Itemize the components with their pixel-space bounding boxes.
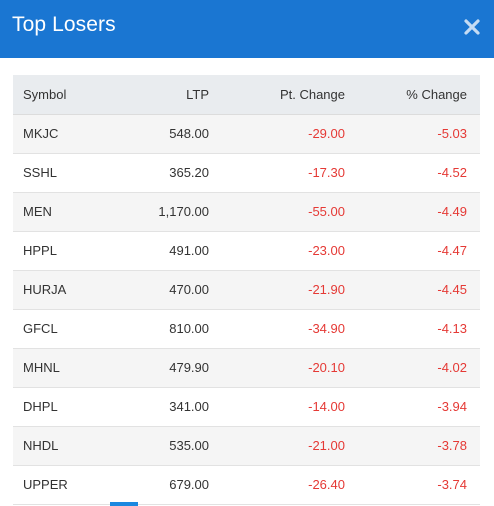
symbol-cell[interactable]: MHNL <box>13 348 116 388</box>
ltp-cell: 365.20 <box>116 153 220 193</box>
pct-change-cell: -5.03 <box>352 114 480 154</box>
table-row[interactable]: HURJA 470.00 -21.90 -4.45 <box>13 270 480 310</box>
pct-change-cell: -4.52 <box>352 153 480 193</box>
symbol-cell[interactable]: UPPER <box>13 465 116 505</box>
table-row[interactable]: GFCL 810.00 -34.90 -4.13 <box>13 309 480 349</box>
table-row[interactable]: NHDL 535.00 -21.00 -3.78 <box>13 426 480 466</box>
pt-change-cell: -14.00 <box>220 387 352 427</box>
modal-title: Top Losers <box>12 13 116 36</box>
symbol-cell[interactable]: HPPL <box>13 231 116 271</box>
pct-change-cell: -4.13 <box>352 309 480 349</box>
ltp-cell: 491.00 <box>116 231 220 271</box>
pt-change-cell: -23.00 <box>220 231 352 271</box>
pt-change-cell: -29.00 <box>220 114 352 154</box>
ltp-cell: 479.90 <box>116 348 220 388</box>
table-row[interactable]: SSHL 365.20 -17.30 -4.52 <box>13 153 480 193</box>
ltp-cell: 470.00 <box>116 270 220 310</box>
ltp-cell: 535.00 <box>116 426 220 466</box>
ltp-cell: 810.00 <box>116 309 220 349</box>
pt-change-cell: -21.90 <box>220 270 352 310</box>
symbol-cell[interactable]: MEN <box>13 192 116 232</box>
symbol-cell[interactable]: DHPL <box>13 387 116 427</box>
ltp-cell: 679.00 <box>116 465 220 505</box>
symbol-cell[interactable]: SSHL <box>13 153 116 193</box>
pct-change-cell: -4.47 <box>352 231 480 271</box>
ltp-cell: 341.00 <box>116 387 220 427</box>
table-header-row: Symbol LTP Pt. Change % Change <box>13 75 480 115</box>
close-icon[interactable] <box>462 17 482 37</box>
column-header-pct-change[interactable]: % Change <box>352 75 480 115</box>
pt-change-cell: -34.90 <box>220 309 352 349</box>
pct-change-cell: -4.45 <box>352 270 480 310</box>
pct-change-cell: -3.78 <box>352 426 480 466</box>
modal-header: Top Losers <box>0 0 494 58</box>
pt-change-cell: -26.40 <box>220 465 352 505</box>
losers-table: Symbol LTP Pt. Change % Change MKJC 548.0… <box>13 75 480 505</box>
table-body: MKJC 548.00 -29.00 -5.03 SSHL 365.20 -17.30 -4.… <box>13 114 480 505</box>
symbol-cell[interactable]: NHDL <box>13 426 116 466</box>
symbol-cell[interactable]: HURJA <box>13 270 116 310</box>
pct-change-cell: -4.02 <box>352 348 480 388</box>
table-row[interactable]: DHPL 341.00 -14.00 -3.94 <box>13 387 480 427</box>
table-row[interactable]: MHNL 479.90 -20.10 -4.02 <box>13 348 480 388</box>
ltp-cell: 1,170.00 <box>116 192 220 232</box>
pt-change-cell: -17.30 <box>220 153 352 193</box>
table-row[interactable]: UPPER 679.00 -26.40 -3.74 <box>13 465 480 505</box>
pt-change-cell: -55.00 <box>220 192 352 232</box>
table-row[interactable]: HPPL 491.00 -23.00 -4.47 <box>13 231 480 271</box>
pt-change-cell: -21.00 <box>220 426 352 466</box>
pt-change-cell: -20.10 <box>220 348 352 388</box>
pct-change-cell: -4.49 <box>352 192 480 232</box>
column-header-ltp[interactable]: LTP <box>116 75 220 115</box>
column-header-pt-change[interactable]: Pt. Change <box>220 75 352 115</box>
table-row[interactable]: MEN 1,170.00 -55.00 -4.49 <box>13 192 480 232</box>
table-row[interactable]: MKJC 548.00 -29.00 -5.03 <box>13 114 480 154</box>
symbol-cell[interactable]: MKJC <box>13 114 116 154</box>
column-header-symbol[interactable]: Symbol <box>13 75 116 115</box>
scroll-indicator <box>110 502 138 506</box>
ltp-cell: 548.00 <box>116 114 220 154</box>
pct-change-cell: -3.94 <box>352 387 480 427</box>
symbol-cell[interactable]: GFCL <box>13 309 116 349</box>
pct-change-cell: -3.74 <box>352 465 480 505</box>
